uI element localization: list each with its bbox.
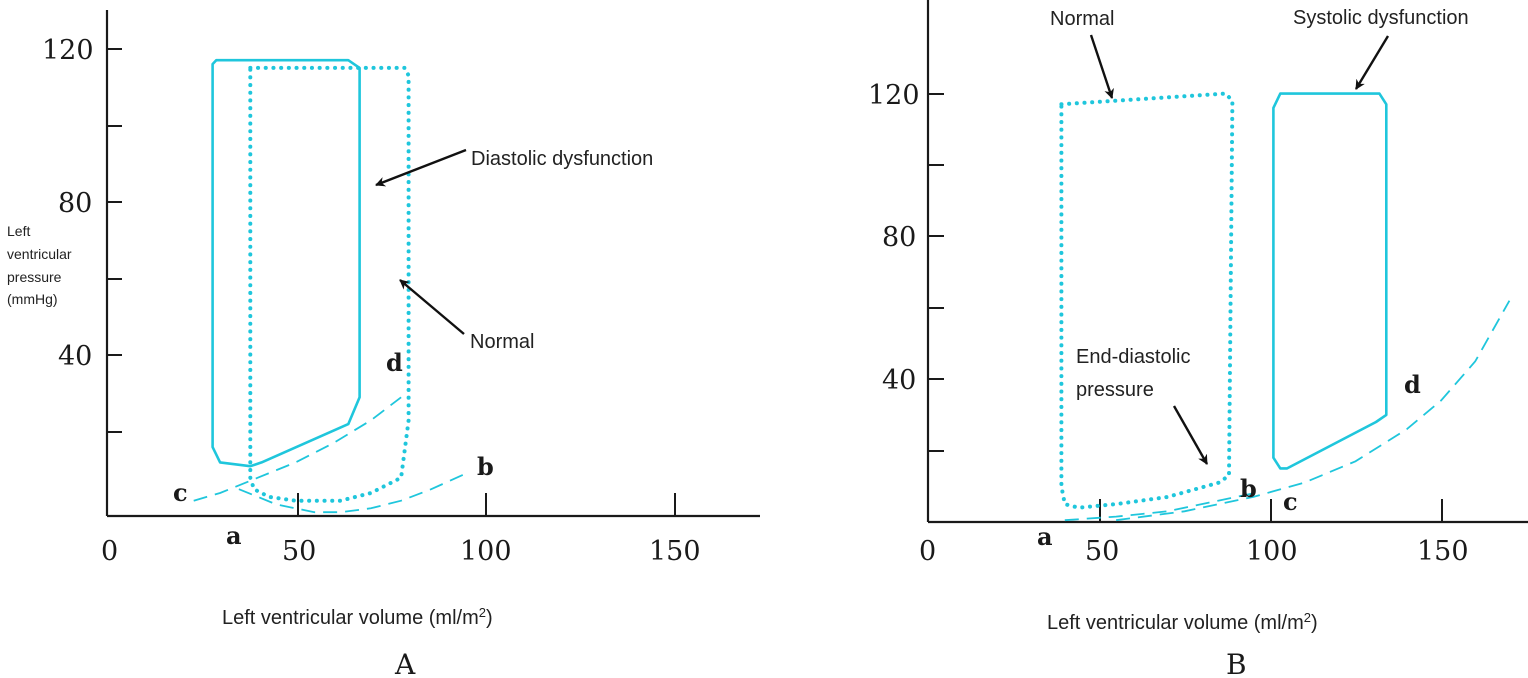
panel-b-y-tick-label: 80	[882, 222, 916, 253]
panel-a-x-tick-label: 0	[101, 536, 118, 567]
panel-b-arrow-systolic-dysfunction	[1354, 35, 1390, 90]
panel-a-x-tick-label: 50	[282, 536, 316, 567]
panel-a-series-normal-loop	[248, 65, 411, 503]
panel-a-series-diastolic-dysfunction-loop	[211, 58, 361, 468]
panel-a-point-label-b: b	[477, 452, 494, 481]
panel-a-y-axis-label-line: Left	[7, 223, 30, 239]
panel-b-dashed-curve-c-d	[1115, 300, 1511, 522]
panel-a-dashed-curve-c-d	[193, 396, 402, 502]
panel-b-x-tick-label: 150	[1417, 536, 1469, 567]
panel-a-y-tick-label: 40	[58, 341, 92, 372]
panel-a-y-axis-label-line: pressure	[7, 269, 62, 285]
panel-b-x-axis-title: Left ventricular volume (ml/m2)	[1047, 610, 1318, 634]
panel-b-point-label-d: d	[1404, 370, 1421, 399]
panel-b-annotation-end-diastolic-pressure: End-diastolic	[1076, 346, 1191, 368]
panel-b-x-ticks	[1099, 499, 1443, 522]
panel-a-arrow-normal	[399, 279, 465, 335]
panel-b-point-label-b: b	[1240, 474, 1257, 503]
panel-a-x-tick-label: 150	[649, 536, 701, 567]
panel-a-y-tick-label: 120	[42, 35, 94, 66]
panel-b-y-tick-label: 120	[868, 80, 920, 111]
panel-b-x-tick-label: 0	[919, 536, 936, 567]
panel-a-annotation-normal: Normal	[470, 331, 534, 353]
panel-b-dashed-curve-a-b	[1064, 492, 1254, 522]
panel-a-dashed-curve-a-b	[238, 473, 466, 514]
panel-a-point-label-d: d	[386, 348, 403, 377]
panel-a-x-tick-label: 100	[460, 536, 512, 567]
panel-b-point-label-c: c	[1283, 487, 1298, 516]
panel-a-annotation-diastolic-dysfunction: Diastolic dysfunction	[471, 148, 653, 170]
panel-b-annotation-end-diastolic-pressure: pressure	[1076, 379, 1154, 401]
panel-b-annotation-systolic-dysfunction: Systolic dysfunction	[1293, 7, 1469, 29]
panel-b-y-ticks	[928, 93, 944, 452]
panel-a-y-axis-label: Left ventricular pressure (mmHg)	[7, 223, 72, 307]
panel-b-series-systolic-dysfunction-loop	[1272, 92, 1388, 470]
panel-a-point-label-a: a	[226, 521, 242, 550]
panel-b-label: B	[1226, 648, 1247, 678]
panel-b-y-tick-label: 40	[882, 365, 916, 396]
panel-a-y-axis-label-line: ventricular	[7, 246, 72, 262]
panel-b-point-label-a: a	[1037, 522, 1053, 551]
panel-b-annotation-normal: Normal	[1050, 8, 1114, 30]
panel-b-x-tick-label: 50	[1085, 536, 1119, 567]
panel-b: 120 80 40 0 50 100 150 Left ventricular …	[868, 0, 1528, 678]
panel-a-arrow-diastolic-dysfunction	[375, 148, 467, 187]
panel-a-y-tick-label: 80	[58, 188, 92, 219]
panel-b-arrow-end-diastolic-pressure	[1172, 405, 1209, 465]
panel-a-x-axis-title: Left ventricular volume (ml/m2)	[222, 605, 493, 629]
panel-a-y-axis-label-line: (mmHg)	[7, 291, 58, 307]
panel-b-series-normal-loop	[1059, 91, 1235, 510]
panel-a-label: A	[394, 648, 416, 678]
panel-a-x-ticks	[297, 493, 676, 516]
panel-a-y-ticks	[107, 48, 122, 433]
panel-b-arrow-normal	[1089, 34, 1114, 99]
panel-a: Left ventricular pressure (mmHg) 120 80 …	[7, 10, 760, 678]
panel-a-point-label-c: c	[173, 478, 188, 507]
panel-b-x-tick-label: 100	[1246, 536, 1298, 567]
